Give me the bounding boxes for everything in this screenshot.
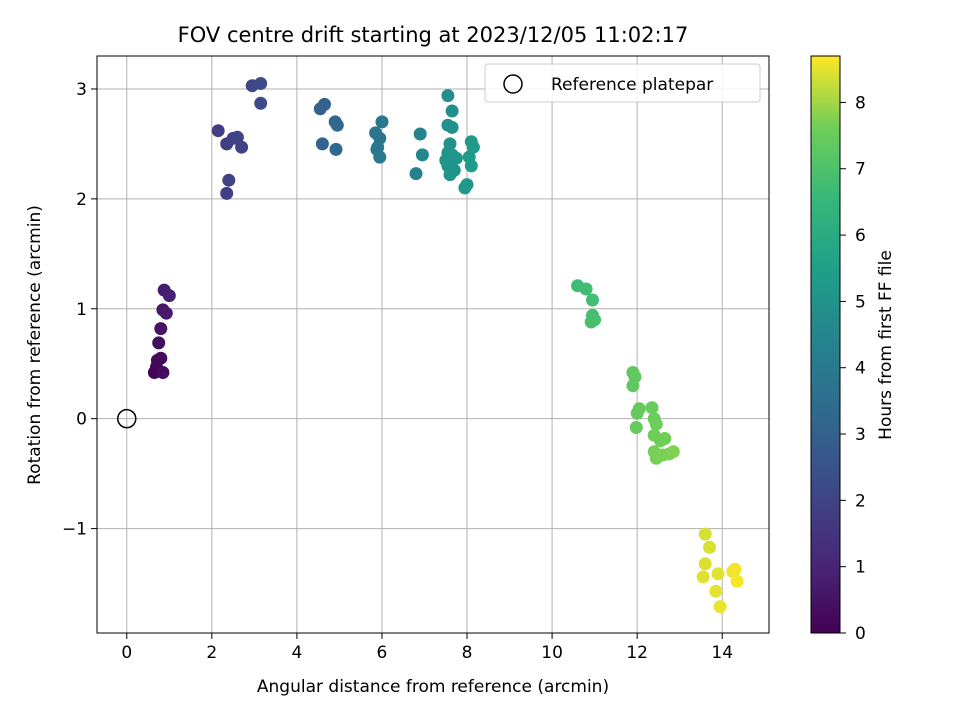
colorbar-tick-label: 5: [855, 292, 866, 312]
scatter-point: [445, 120, 459, 134]
y-tick-label: 3: [76, 80, 87, 100]
scatter-point: [222, 173, 236, 187]
scatter-point: [711, 567, 725, 581]
scatter-point: [629, 421, 643, 434]
y-tick-label: 1: [76, 300, 87, 320]
scatter-point: [370, 142, 384, 156]
scatter-point: [713, 600, 727, 614]
scatter-point: [329, 142, 343, 156]
reference-platepar-marker: [117, 408, 137, 429]
scatter-point: [330, 118, 344, 132]
x-axis-ticks: 0 2 4 6 8 10 12 14: [121, 633, 733, 663]
scatter-point: [696, 570, 710, 584]
y-axis-label: Rotation from reference (arcmin): [25, 205, 45, 485]
colorbar-tick-label: 0: [855, 624, 866, 644]
legend-entry: Reference platepar: [551, 75, 713, 95]
scatter-point: [162, 289, 176, 303]
scatter-point: [413, 127, 427, 141]
x-tick-label: 4: [291, 643, 302, 663]
scatter-point: [584, 315, 598, 329]
scatter-point: [666, 445, 680, 459]
colorbar-tick-label: 4: [855, 359, 866, 379]
x-axis-label: Angular distance from reference (arcmin): [257, 677, 609, 697]
plot-frame: [96, 55, 770, 634]
scatter-point: [156, 366, 170, 379]
y-tick-label: −1: [62, 520, 87, 540]
legend-box: [484, 63, 761, 103]
colorbar-tick-label: 1: [855, 558, 866, 578]
x-tick-label: 2: [206, 643, 217, 663]
scatter-point: [462, 150, 476, 164]
y-tick-label: 0: [76, 410, 87, 430]
colorbar-ticks: 0 1 2 3 4 5 6 7 8: [840, 93, 866, 644]
colorbar-tick-label: 8: [855, 93, 866, 113]
x-tick-label: 14: [711, 643, 733, 663]
colorbar-tick-label: 2: [855, 491, 866, 511]
scatter-point: [152, 336, 166, 350]
x-tick-label: 8: [462, 643, 473, 663]
scatter-point: [220, 186, 234, 200]
scatter-point: [154, 322, 168, 336]
scatter-point: [154, 351, 168, 365]
scatter-point: [235, 140, 249, 154]
scatter-point: [318, 97, 331, 111]
colorbar-tick-label: 6: [855, 226, 866, 246]
y-tick-label: 2: [76, 190, 87, 210]
scatter-point: [315, 137, 329, 151]
scatter-point: [445, 104, 459, 118]
x-tick-label: 6: [377, 643, 388, 663]
scatter-point: [375, 115, 389, 129]
x-tick-label: 10: [541, 643, 563, 663]
x-tick-label: 12: [626, 643, 648, 663]
grid-lines: [97, 56, 769, 633]
chart-title: FOV centre drift starting at 2023/12/05 …: [178, 23, 689, 47]
scatter-point: [658, 432, 672, 445]
legend: Reference platepar: [484, 63, 761, 103]
scatter-point: [579, 282, 593, 296]
scatter-point: [728, 562, 742, 576]
scatter-point: [254, 77, 268, 90]
scatter-point: [460, 178, 474, 192]
scatter-point: [703, 540, 716, 554]
x-tick-label: 0: [121, 643, 132, 663]
scatter-point: [645, 401, 659, 415]
colorbar: [810, 55, 841, 634]
y-axis-ticks: −1 0 1 2 3: [62, 80, 97, 540]
scatter-point: [626, 379, 640, 393]
scatter-points: [147, 77, 744, 614]
scatter-point: [159, 306, 173, 320]
scatter-point: [730, 574, 744, 588]
scatter-point: [447, 163, 461, 177]
scatter-point: [466, 140, 480, 154]
colorbar-tick-label: 3: [855, 425, 866, 445]
scatter-point: [632, 402, 646, 416]
scatter-point: [254, 96, 268, 110]
scatter-point: [709, 584, 723, 598]
legend-marker: [503, 74, 523, 94]
scatter-point: [415, 148, 429, 162]
scatter-point: [649, 417, 663, 431]
scatter-point: [211, 124, 225, 138]
scatter-point: [230, 130, 244, 144]
scatter-point: [409, 167, 423, 181]
colorbar-tick-label: 7: [855, 160, 866, 180]
scatter-point: [586, 293, 599, 307]
scatter-point: [698, 527, 712, 541]
colorbar-label: Hours from first FF file: [876, 250, 896, 440]
scatter-point: [445, 148, 459, 162]
scatter-point: [698, 557, 712, 571]
scatter-point: [441, 89, 455, 103]
